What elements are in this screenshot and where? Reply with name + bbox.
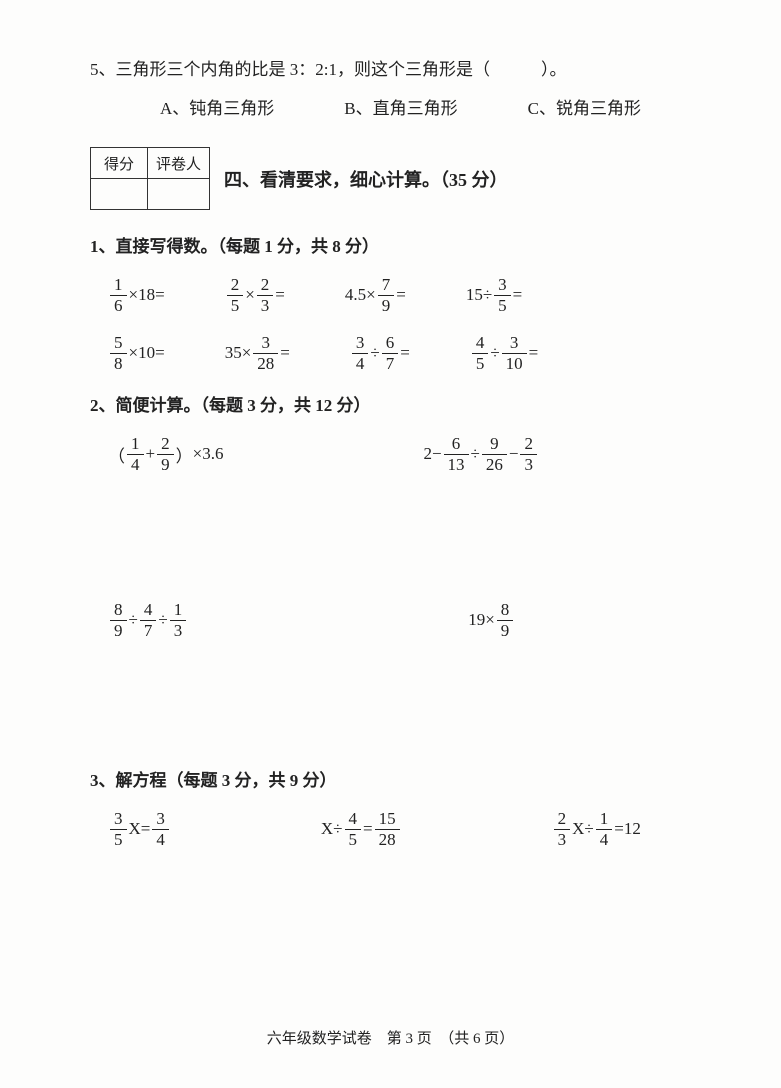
expr-15div3-5: 15÷ 35 = [466,275,522,315]
sub2-row2: 89 ÷ 47 ÷ 13 19× 89 [108,600,711,640]
sub1-row2: 58 ×10= 35× 328 = 34 ÷ 67 = 45 ÷ 310 = [108,333,711,373]
score-table: 得分 评卷人 [90,147,210,210]
q5-stem: 5、三角形三个内角的比是 3：2:1，则这个三角形是（ ）。 [90,55,711,80]
score-table-score-cell [91,179,148,210]
section4-title: 四、看清要求，细心计算。（35 分） [224,166,508,192]
q5-options: A、钝角三角形 B、直角三角形 C、锐角三角形 [160,94,711,119]
expr-2-5x2-3: 25 × 23 = [225,275,285,315]
eqn-xdiv4-5-eq-15-28: X÷ 45 = 1528 [321,809,402,849]
score-table-score-label: 得分 [91,148,148,179]
page: 5、三角形三个内角的比是 3：2:1，则这个三角形是（ ）。 A、钝角三角形 B… [0,0,781,1088]
eqn-3-5x-eq-3-4: 35 X= 34 [108,809,171,849]
expr-3-4div6-7: 34 ÷ 67 = [350,333,410,373]
eqn-2-3xdiv1-4-eq-12: 23 X÷ 14 =12 [552,809,641,849]
expr-4-5div3-10: 45 ÷ 310 = [470,333,538,373]
score-table-grader-cell [148,179,210,210]
q5-option-c: C、锐角三角形 [528,94,641,119]
sub2-title: 2、简便计算。（每题 3 分，共 12 分） [90,391,711,416]
expr-paren-x3.6: （ 14 + 29 ） ×3.6 [108,434,223,474]
expr-35x3-28: 35× 328 = [225,333,290,373]
sub1-row1: 16 ×18= 25 × 23 = 4.5× 79 = 15÷ 35 = [108,275,711,315]
sub1-title: 1、直接写得数。（每题 1 分，共 8 分） [90,232,711,257]
expr-19x8-9: 19× 89 [468,600,515,640]
q5-option-b: B、直角三角形 [344,94,457,119]
score-table-grader-label: 评卷人 [148,148,210,179]
expr-8-9div4-7div1-3: 89 ÷ 47 ÷ 13 [108,600,188,640]
sub3-title: 3、解方程（每题 3 分，共 9 分） [90,766,711,791]
sub2-row1: （ 14 + 29 ） ×3.6 2− 613 ÷ 926 − 23 [108,434,711,474]
expr-4.5x7-9: 4.5× 79 = [345,275,406,315]
expr-2minus-chain: 2− 613 ÷ 926 − 23 [423,434,539,474]
expr-1-6x18: 16 ×18= [108,275,165,315]
page-footer: 六年级数学试卷 第 3 页 （共 6 页） [0,1027,781,1048]
section4-header-row: 得分 评卷人 四、看清要求，细心计算。（35 分） [90,147,711,210]
q5-option-a: A、钝角三角形 [160,94,274,119]
expr-5-8x10: 58 ×10= [108,333,165,373]
sub3-row: 35 X= 34 X÷ 45 = 1528 23 X÷ 14 =12 [108,809,711,849]
